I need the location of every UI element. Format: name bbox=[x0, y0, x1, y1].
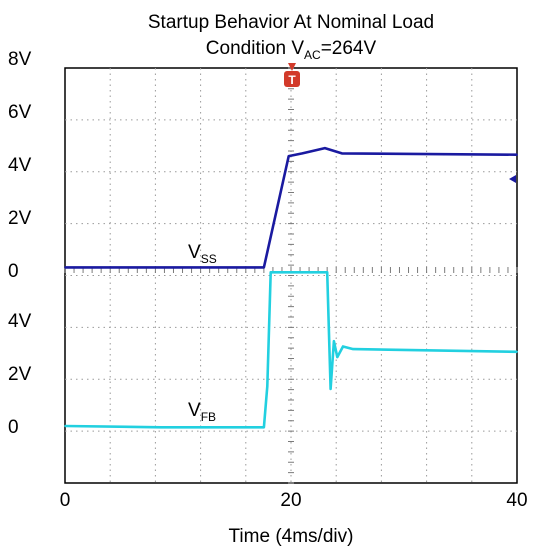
vfb-point bbox=[160, 426, 163, 429]
vfb-point bbox=[269, 271, 272, 274]
y-tick-label: 2V bbox=[8, 364, 32, 385]
y-tick-label: 4V bbox=[8, 311, 32, 332]
y-tick-label: 8V bbox=[8, 49, 32, 70]
vss-point bbox=[324, 147, 326, 150]
trigger-marker-text: T bbox=[288, 73, 296, 87]
y-tick-label: 2V bbox=[8, 208, 32, 229]
y-tick-label: 0 bbox=[8, 417, 19, 438]
vss-point bbox=[516, 153, 518, 156]
axis-tick-marks bbox=[64, 67, 518, 484]
vss-point bbox=[64, 266, 66, 269]
vfb-point bbox=[333, 340, 335, 343]
vss-point bbox=[341, 152, 343, 155]
vfb-label: VFB bbox=[188, 400, 216, 424]
x-tick-labels: 0 20 40 bbox=[60, 490, 528, 511]
y-tick-label: 0 bbox=[8, 261, 19, 282]
vss-point bbox=[301, 152, 304, 155]
level-marker-icon bbox=[509, 175, 516, 183]
x-tick-label: 0 bbox=[60, 490, 71, 511]
y-tick-label: 6V bbox=[8, 102, 32, 123]
vss-point bbox=[263, 266, 265, 269]
y-tick-label: 4V bbox=[8, 155, 32, 176]
traces bbox=[64, 146, 518, 429]
vfb-point bbox=[336, 356, 339, 358]
vfb-point bbox=[352, 348, 354, 350]
vss-point bbox=[287, 155, 290, 158]
vfb-point bbox=[263, 426, 265, 429]
vfb-point bbox=[516, 350, 518, 353]
x-tick-label: 40 bbox=[506, 490, 527, 511]
x-tick-label: 20 bbox=[280, 490, 301, 511]
vfb-point bbox=[329, 388, 332, 390]
x-axis-label: Time (4ms/div) bbox=[229, 526, 354, 547]
trigger-marker-icon: T bbox=[284, 63, 300, 87]
chart-title-line2: Condition VAC=264V bbox=[206, 38, 377, 62]
vfb-point bbox=[266, 385, 269, 388]
chart-title-line1: Startup Behavior At Nominal Load bbox=[148, 12, 434, 33]
vss-label: VSS bbox=[188, 242, 217, 266]
vfb-point bbox=[326, 271, 329, 274]
vfb-point bbox=[64, 425, 66, 427]
vfb-trace bbox=[64, 270, 518, 429]
y-tick-labels: 8V 6V 4V 2V 0 4V 2V 0 bbox=[8, 49, 32, 438]
vfb-point bbox=[342, 345, 344, 348]
